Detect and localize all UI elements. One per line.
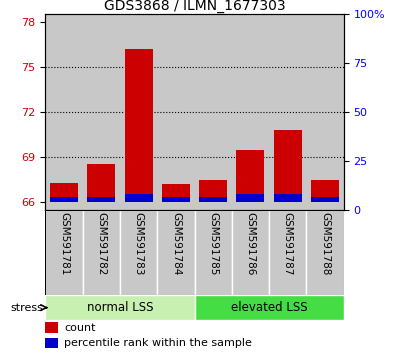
Text: GSM591783: GSM591783 bbox=[134, 212, 144, 276]
Bar bbox=[237, 194, 264, 202]
Bar bbox=[125, 194, 152, 202]
Text: percentile rank within the sample: percentile rank within the sample bbox=[64, 338, 252, 348]
Bar bbox=[269, 14, 307, 210]
Bar bbox=[269, 210, 307, 295]
Bar bbox=[194, 14, 232, 210]
Bar bbox=[157, 14, 194, 210]
Bar bbox=[232, 14, 269, 210]
Text: elevated LSS: elevated LSS bbox=[231, 301, 307, 314]
Bar bbox=[83, 210, 120, 295]
Bar bbox=[157, 14, 194, 210]
Bar bbox=[311, 197, 339, 202]
Text: GSM591788: GSM591788 bbox=[320, 212, 330, 276]
Bar bbox=[194, 295, 344, 320]
Bar bbox=[162, 197, 190, 202]
Bar bbox=[274, 130, 302, 202]
Bar bbox=[307, 14, 344, 210]
Text: count: count bbox=[64, 323, 96, 333]
Bar bbox=[45, 295, 194, 320]
Bar bbox=[311, 180, 339, 202]
Bar bbox=[45, 337, 58, 348]
Bar bbox=[50, 197, 78, 202]
Bar bbox=[194, 210, 232, 295]
Bar bbox=[45, 322, 58, 333]
Text: GSM591781: GSM591781 bbox=[59, 212, 69, 276]
Bar bbox=[199, 197, 227, 202]
Text: GSM591784: GSM591784 bbox=[171, 212, 181, 276]
Text: GSM591787: GSM591787 bbox=[283, 212, 293, 276]
Text: GSM591782: GSM591782 bbox=[96, 212, 106, 276]
Bar bbox=[269, 14, 307, 210]
Title: GDS3868 / ILMN_1677303: GDS3868 / ILMN_1677303 bbox=[104, 0, 285, 13]
Bar bbox=[307, 14, 344, 210]
Bar bbox=[45, 210, 83, 295]
Text: stress: stress bbox=[11, 303, 43, 313]
Bar bbox=[83, 14, 120, 210]
Bar bbox=[274, 194, 302, 202]
Bar bbox=[45, 14, 83, 210]
Bar bbox=[162, 184, 190, 202]
Bar bbox=[120, 14, 157, 210]
Bar bbox=[120, 14, 157, 210]
Bar bbox=[232, 14, 269, 210]
Bar bbox=[120, 210, 157, 295]
Bar bbox=[87, 197, 115, 202]
Bar bbox=[83, 14, 120, 210]
Bar bbox=[307, 210, 344, 295]
Text: GSM591786: GSM591786 bbox=[245, 212, 256, 276]
Bar bbox=[199, 180, 227, 202]
Bar bbox=[87, 164, 115, 202]
Bar bbox=[125, 49, 152, 202]
Bar bbox=[194, 14, 232, 210]
Text: GSM591785: GSM591785 bbox=[208, 212, 218, 276]
Bar bbox=[237, 150, 264, 202]
Bar bbox=[50, 183, 78, 202]
Bar bbox=[45, 14, 83, 210]
Bar bbox=[232, 210, 269, 295]
Bar bbox=[157, 210, 194, 295]
Text: normal LSS: normal LSS bbox=[87, 301, 153, 314]
